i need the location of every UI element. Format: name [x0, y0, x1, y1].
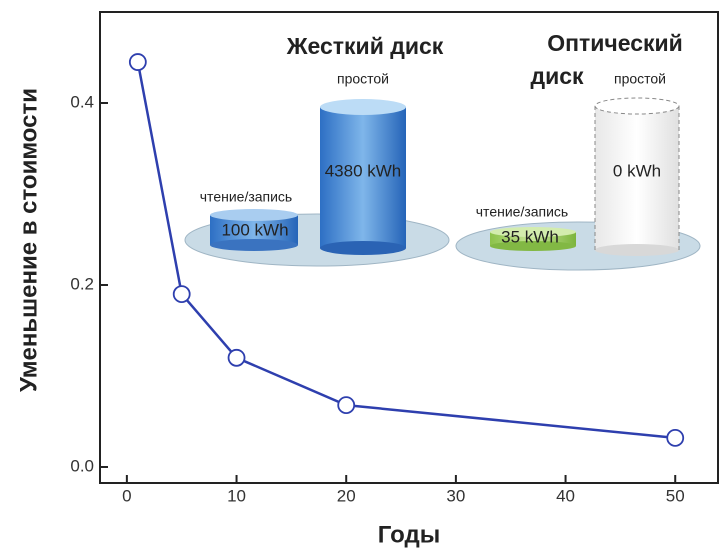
- data-point: [667, 430, 683, 446]
- rw-label: чтение/запись: [200, 189, 292, 205]
- idle-value: 4380 kWh: [325, 161, 402, 180]
- x-tick-label: 10: [227, 486, 246, 505]
- x-tick-label: 0: [122, 486, 131, 505]
- inset-title: Жесткий диск: [286, 33, 444, 59]
- x-tick-label: 30: [446, 486, 465, 505]
- data-point: [229, 350, 245, 366]
- data-point: [130, 54, 146, 70]
- x-tick-label: 20: [337, 486, 356, 505]
- x-axis-label: Годы: [378, 521, 440, 548]
- data-point: [174, 286, 190, 302]
- rw-value: 100 kWh: [221, 220, 288, 239]
- y-tick-label: 0.0: [70, 456, 94, 475]
- odd-illustration: [456, 98, 700, 270]
- chart: Жесткий диск простой 4380 kWh чтение/зап…: [0, 0, 720, 553]
- idle-label: простой: [614, 71, 666, 87]
- data-point: [338, 397, 354, 413]
- hdd-illustration: [185, 99, 449, 266]
- x-tick-label: 50: [666, 486, 685, 505]
- idle-value: 0 kWh: [613, 161, 661, 180]
- idle-label: простой: [337, 71, 389, 87]
- inset-title: диск: [530, 63, 584, 89]
- y-axis-label: Уменьшение в стоимости: [15, 88, 42, 392]
- rw-value: 35 kWh: [501, 227, 559, 246]
- inset-title: Оптический: [547, 30, 683, 56]
- x-tick-label: 40: [556, 486, 575, 505]
- y-tick-label: 0.4: [70, 92, 94, 111]
- y-tick-label: 0.2: [70, 274, 94, 293]
- rw-label: чтение/запись: [476, 204, 568, 220]
